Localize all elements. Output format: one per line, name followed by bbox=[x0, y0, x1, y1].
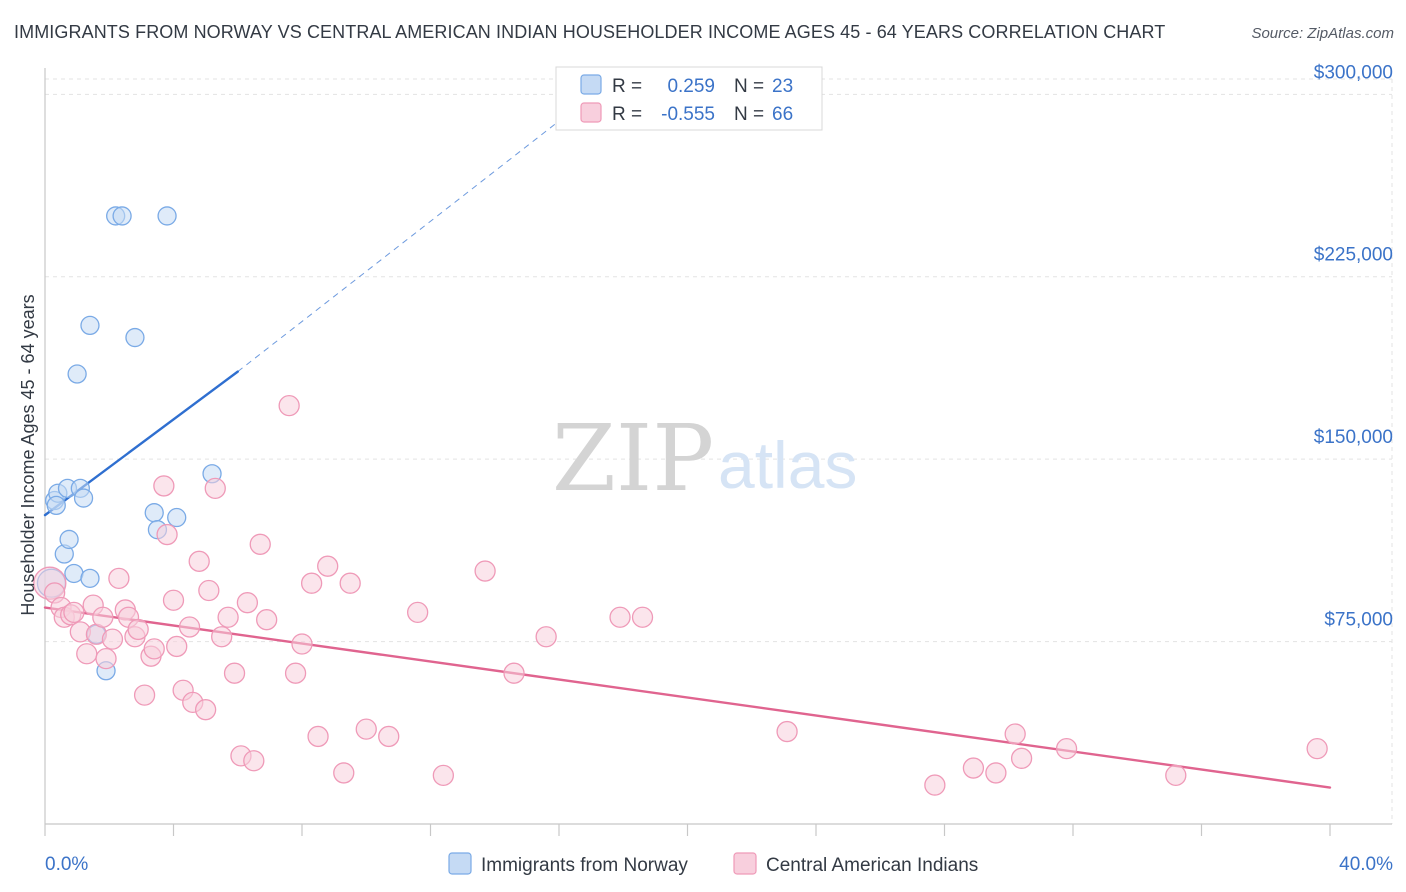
point-central-american-indian bbox=[211, 626, 233, 648]
point-central-american-indian bbox=[503, 662, 525, 684]
point-central-american-indian bbox=[355, 718, 377, 740]
series-legend-label-norway: Immigrants from Norway bbox=[481, 855, 688, 876]
point-central-american-indian bbox=[1010, 747, 1033, 769]
point-central-american-indian bbox=[278, 395, 300, 417]
point-central-american-indian bbox=[1004, 723, 1026, 745]
point-central-american-indian bbox=[1055, 737, 1078, 760]
legend-n-label-central-american: N = bbox=[734, 104, 764, 125]
legend-r-label-central-american: R = bbox=[612, 104, 642, 125]
point-central-american-indian bbox=[156, 523, 178, 546]
correlation-legend: R = 0.259 N = 23 R = -0.555 N = 66 bbox=[555, 66, 823, 131]
y-axis-title: Householder Income Ages 45 - 64 years bbox=[18, 294, 38, 615]
legend-r-value-norway: 0.259 bbox=[667, 76, 715, 97]
axes bbox=[44, 68, 1392, 836]
watermark-zip: ZIP bbox=[552, 405, 714, 512]
watermark-atlas: atlas bbox=[718, 428, 857, 502]
point-central-american-indian bbox=[236, 592, 259, 614]
point-norway bbox=[80, 568, 100, 588]
point-central-american-indian bbox=[108, 567, 130, 589]
point-central-american-indian bbox=[63, 601, 85, 624]
point-central-american-indian bbox=[256, 609, 278, 631]
source-note: Source: ZipAtlas.com bbox=[1251, 25, 1394, 42]
point-central-american-indian bbox=[198, 579, 220, 602]
y-tick-label: $300,000 bbox=[1314, 62, 1393, 83]
series-legend-swatch-central-american bbox=[733, 852, 757, 875]
point-norway bbox=[157, 206, 177, 226]
point-central-american-indian bbox=[535, 626, 557, 648]
point-central-american-indian bbox=[776, 720, 798, 743]
point-central-american-indian bbox=[166, 635, 188, 658]
x-tick-label-max: 40.0% bbox=[1339, 854, 1393, 875]
point-central-american-indian bbox=[217, 606, 239, 628]
point-norway bbox=[80, 315, 100, 336]
legend-r-value-central-american: -0.555 bbox=[661, 104, 715, 125]
y-tick-label: $225,000 bbox=[1314, 245, 1393, 266]
point-central-american-indian bbox=[1306, 737, 1328, 760]
legend-swatch-central-american bbox=[580, 102, 602, 123]
point-central-american-indian bbox=[162, 589, 185, 611]
legend-swatch-norway bbox=[580, 74, 602, 95]
point-central-american-indian bbox=[92, 606, 114, 628]
point-central-american-indian bbox=[985, 762, 1007, 784]
point-central-american-indian bbox=[609, 606, 631, 628]
point-central-american-indian bbox=[333, 762, 355, 784]
point-central-american-indian bbox=[339, 572, 361, 594]
point-central-american-indian bbox=[317, 555, 339, 577]
point-central-american-indian bbox=[307, 725, 329, 748]
point-central-american-indian bbox=[95, 647, 117, 670]
point-central-american-indian bbox=[924, 774, 946, 796]
point-central-american-indian bbox=[223, 662, 246, 684]
legend-r-label-norway: R = bbox=[612, 76, 642, 97]
point-central-american-indian bbox=[249, 533, 271, 555]
trend-line-norway-extension bbox=[237, 120, 560, 372]
point-norway bbox=[59, 529, 79, 550]
point-central-american-indian bbox=[291, 633, 313, 655]
tick-labels: $75,000 $150,000 $225,000 $300,000 0.0% 40.0% bbox=[45, 62, 1393, 875]
scatter-points bbox=[33, 206, 1328, 796]
point-norway bbox=[46, 495, 66, 516]
chart-title: IMMIGRANTS FROM NORWAY VS CENTRAL AMERIC… bbox=[14, 22, 1166, 42]
point-central-american-indian bbox=[204, 477, 226, 499]
trend-line-central-american-indian bbox=[43, 606, 1332, 789]
point-central-american-indian bbox=[133, 684, 156, 706]
legend-n-value-central-american: 66 bbox=[772, 104, 793, 125]
point-norway bbox=[125, 327, 145, 348]
point-norway bbox=[167, 507, 187, 528]
point-central-american-indian bbox=[1165, 764, 1187, 787]
point-central-american-indian bbox=[631, 606, 654, 628]
point-central-american-indian bbox=[432, 764, 455, 787]
y-tick-label: $150,000 bbox=[1314, 427, 1393, 448]
point-central-american-indian bbox=[127, 618, 149, 641]
x-tick-label-min: 0.0% bbox=[45, 854, 88, 875]
point-central-american-indian bbox=[378, 725, 400, 748]
point-central-american-indian bbox=[194, 699, 217, 721]
point-central-american-indian bbox=[76, 643, 98, 665]
point-central-american-indian bbox=[300, 572, 323, 594]
point-central-american-indian bbox=[101, 628, 124, 650]
point-central-american-indian bbox=[178, 616, 201, 638]
point-central-american-indian bbox=[284, 662, 307, 684]
point-norway bbox=[64, 563, 84, 584]
legend-n-value-norway: 23 bbox=[772, 76, 793, 97]
legend-n-label-norway: N = bbox=[734, 76, 764, 97]
point-central-american-indian bbox=[243, 750, 265, 772]
point-central-american-indian bbox=[153, 475, 175, 497]
series-legend: Immigrants from Norway Central American … bbox=[448, 852, 978, 876]
series-legend-label-central-american: Central American Indians bbox=[766, 855, 978, 876]
point-central-american-indian bbox=[474, 560, 496, 582]
point-norway bbox=[112, 206, 132, 226]
watermark: ZIP atlas bbox=[552, 405, 857, 512]
point-central-american-indian bbox=[188, 550, 210, 572]
point-central-american-indian bbox=[143, 638, 165, 660]
point-central-american-indian bbox=[962, 757, 985, 779]
point-norway bbox=[144, 503, 164, 523]
point-central-american-indian bbox=[406, 601, 429, 624]
point-norway bbox=[73, 488, 94, 508]
point-norway bbox=[67, 364, 87, 384]
series-legend-swatch-norway bbox=[448, 852, 472, 875]
y-tick-label: $75,000 bbox=[1324, 610, 1393, 631]
